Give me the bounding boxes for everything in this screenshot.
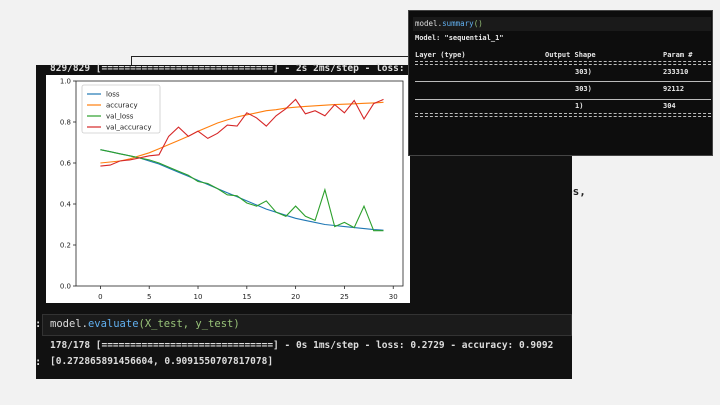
x-tick-label: 20 [291, 293, 300, 301]
code-paren: () [474, 19, 483, 28]
evaluate-code-cell[interactable]: model.evaluate(X_test, y_test) [42, 314, 572, 336]
training-history-plot: 0 5 10 15 20 25 30 0.0 0.2 0.4 0.6 0.8 1.0 loss accura… [46, 75, 410, 303]
evaluate-progress-line: 178/178 [==============================]… [50, 340, 553, 351]
model-name-line: Model: "sequential_1" [415, 34, 504, 42]
row-3-param: 304 [663, 102, 676, 110]
y-tick-label: 0.4 [60, 201, 72, 209]
row-divider [415, 81, 711, 82]
footer-divider [415, 113, 711, 117]
code-object: model. [415, 19, 442, 28]
y-tick-label: 1.0 [60, 78, 71, 86]
series-line-loss [100, 150, 383, 231]
x-tick-label: 25 [340, 293, 349, 301]
y-tick-label: 0.0 [60, 283, 71, 291]
series-line-val-loss [100, 150, 383, 231]
header-divider [415, 61, 711, 65]
x-tick-label: 10 [194, 293, 203, 301]
y-tick-label: 0.6 [60, 160, 72, 168]
row-1-shape: 303) [575, 68, 592, 76]
x-tick-label: 0 [98, 293, 102, 301]
x-tick-label: 15 [242, 293, 251, 301]
output-prompt: : [35, 356, 41, 368]
row-2-shape: 303) [575, 85, 592, 93]
x-tick-label: 5 [147, 293, 151, 301]
legend-label: val_accuracy [106, 124, 151, 132]
code-function: evaluate [88, 318, 139, 330]
x-tick-label: 30 [389, 293, 398, 301]
row-1-param: 233310 [663, 68, 688, 76]
row-divider [415, 99, 711, 100]
code-function: summary [442, 19, 474, 28]
legend-label: accuracy [106, 102, 138, 110]
cell-prompt: : [35, 318, 41, 330]
code-object: model. [50, 318, 88, 330]
row-3-shape: 1) [575, 102, 583, 110]
model-summary-window[interactable]: model.summary() Model: "sequential_1" La… [408, 10, 713, 156]
legend-label: val_loss [106, 113, 134, 121]
header-layer: Layer (type) [415, 51, 466, 59]
evaluate-code: model.evaluate(X_test, y_test) [50, 318, 240, 330]
y-tick-label: 0.8 [60, 119, 71, 127]
row-2-param: 92112 [663, 85, 684, 93]
y-tick-label: 0.2 [60, 242, 71, 250]
header-param: Param # [663, 51, 693, 59]
evaluate-result: [0.272865891456604, 0.9091550707817078] [50, 356, 273, 367]
summary-code-cell[interactable]: model.summary() [413, 17, 711, 31]
code-args: (X_test, y_test) [139, 318, 240, 330]
legend-label: loss [106, 91, 120, 99]
header-output-shape: Output Shape [545, 51, 596, 59]
